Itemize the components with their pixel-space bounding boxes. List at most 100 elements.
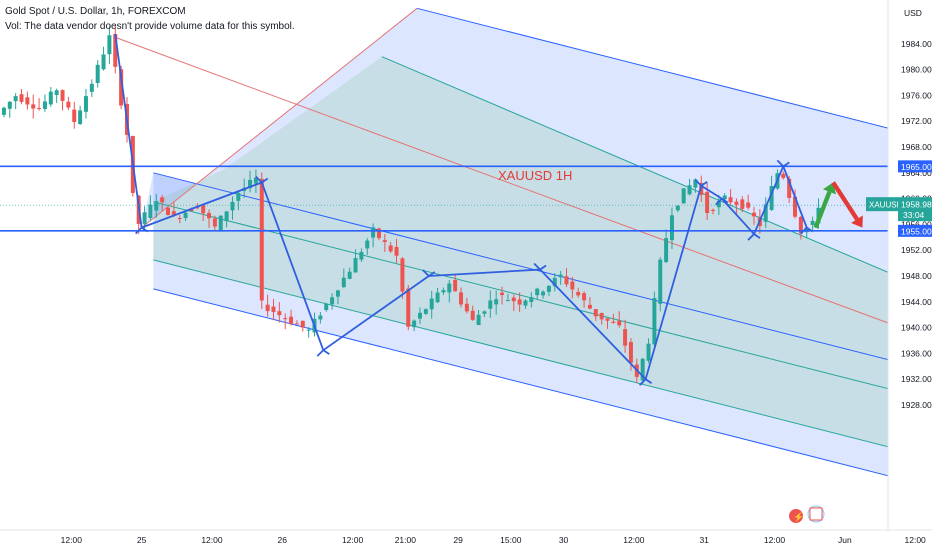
channel-upper-extension-fill — [141, 8, 888, 360]
candle-body — [494, 299, 499, 305]
candle-body — [353, 258, 358, 273]
candle-body — [113, 34, 118, 67]
price-axis-panel — [888, 0, 932, 550]
wave-turn-marker — [638, 378, 653, 386]
candle-body — [166, 207, 171, 216]
candle-body — [347, 271, 352, 279]
candle-body — [236, 192, 241, 201]
time-axis-panel — [0, 530, 932, 550]
channel-inner-top-line — [381, 56, 888, 273]
candle-body — [89, 83, 94, 92]
symbol-tag — [866, 197, 898, 212]
candle-body — [248, 179, 253, 189]
time-tick-label: 26 — [278, 535, 288, 545]
candle-body — [541, 291, 546, 296]
candle-body — [324, 303, 329, 311]
forecast-up-arrow-shaft — [813, 190, 832, 229]
channel-upper-line — [153, 172, 888, 361]
candle-body — [382, 240, 387, 243]
candle-body — [101, 54, 106, 70]
pitchfork-handle-line — [141, 7, 418, 229]
candle-body — [107, 35, 112, 55]
wave-turn-marker — [694, 179, 708, 187]
channel-inner-lower-line — [153, 259, 888, 448]
candle-body — [218, 215, 223, 231]
time-tick-label: 12:00 — [61, 535, 83, 545]
candle-body — [341, 277, 346, 288]
candle-body — [365, 240, 370, 249]
candle-body — [183, 212, 188, 219]
channel-inner-extension-fill — [153, 56, 888, 389]
price-tick-label: 1980.00 — [901, 65, 932, 75]
candle-body — [66, 101, 71, 108]
chart-title: Gold Spot / U.S. Dollar, 1h, FOREXCOM — [5, 6, 186, 17]
candle-body — [7, 101, 12, 109]
price-tick-label: 1968.00 — [901, 142, 932, 152]
candle-body — [423, 309, 428, 314]
candle-body — [476, 314, 481, 326]
candle-body — [705, 191, 710, 214]
forecast-down-arrow-shaft — [831, 181, 859, 221]
candle-body — [318, 315, 323, 320]
candle-body — [294, 323, 299, 325]
candle-body — [793, 196, 798, 217]
price-tick-label: 1984.00 — [901, 39, 932, 49]
flag-glyph — [809, 507, 823, 521]
forecast-down-arrow-head — [851, 215, 863, 228]
wave-turn-marker — [715, 197, 729, 206]
price-tick-label: 1952.00 — [901, 245, 932, 255]
candle-body — [253, 177, 258, 184]
candle-body — [177, 217, 182, 219]
candle-body — [412, 320, 417, 328]
candle-body — [570, 281, 575, 290]
candle-body — [658, 259, 663, 304]
candle-body — [505, 300, 510, 302]
candle-body — [400, 258, 405, 292]
price-tick-label: 1948.00 — [901, 271, 932, 281]
candle-body — [558, 274, 563, 278]
time-tick-label: 12:00 — [201, 535, 223, 545]
candle-body — [148, 204, 153, 219]
plot-area: XAUUSD 1H — [0, 7, 888, 477]
candle-body — [13, 96, 18, 102]
current-price-label: 1958.98 — [901, 200, 932, 210]
lightning-event-icon[interactable] — [789, 509, 803, 523]
candle-body — [376, 228, 381, 238]
candle-body — [587, 304, 592, 309]
candle-body — [201, 205, 206, 214]
candle-body — [523, 300, 528, 306]
candle-body — [740, 199, 745, 209]
candle-body — [359, 251, 364, 260]
time-tick-label: 29 — [453, 535, 463, 545]
candle-body — [300, 320, 305, 328]
candle-body — [652, 298, 657, 345]
wave-turn-marker — [255, 175, 269, 184]
candle-body — [459, 292, 464, 305]
time-tick-label: 12:00 — [623, 535, 645, 545]
candle-body — [517, 299, 522, 305]
candle-body — [640, 358, 645, 381]
price-tick-label: 1928.00 — [901, 400, 932, 410]
candle-body — [230, 201, 235, 211]
candle-body — [529, 297, 534, 303]
lightning-glyph: ⚡ — [793, 511, 804, 523]
candle-body — [31, 104, 36, 109]
candle-body — [576, 291, 581, 296]
channel-inner-upper-line — [153, 201, 888, 390]
candle-body — [781, 173, 786, 178]
wave-turn-marker — [776, 159, 790, 168]
candle-body — [283, 318, 288, 320]
candle-body — [42, 101, 47, 109]
candle-body — [605, 318, 610, 321]
time-tick-label: 25 — [137, 535, 147, 545]
channel-inner-fill — [153, 201, 888, 447]
time-tick-label: Jun — [838, 535, 852, 545]
candle-body — [716, 200, 721, 208]
candle-body — [429, 298, 434, 310]
candle-body — [189, 209, 194, 212]
candle-body — [289, 316, 294, 324]
price-tick-label: 1936.00 — [901, 348, 932, 358]
price-tick-label: 1976.00 — [901, 90, 932, 100]
